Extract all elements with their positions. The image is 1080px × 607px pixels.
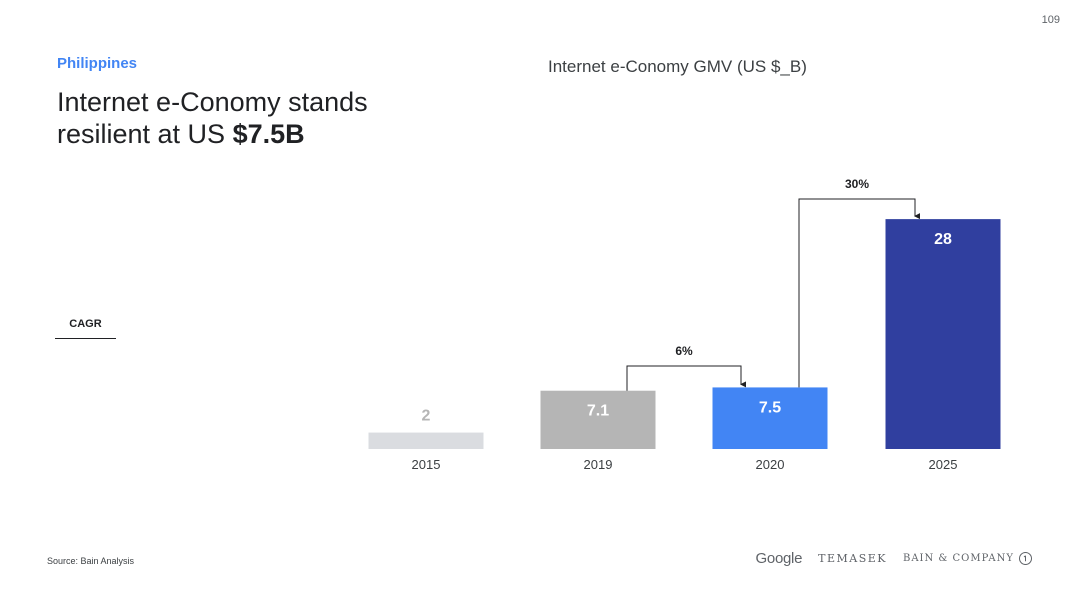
x-tick-2019: 2019 bbox=[584, 457, 613, 472]
cagr-label-2020-2025: 30% bbox=[845, 177, 869, 191]
bain-circle-icon bbox=[1019, 552, 1032, 565]
bar-2025 bbox=[885, 219, 1001, 449]
x-tick-2025: 2025 bbox=[929, 457, 958, 472]
temasek-logo: TEMASEK bbox=[818, 552, 887, 565]
bar-2020 bbox=[712, 387, 828, 449]
page-number: 109 bbox=[1041, 14, 1060, 26]
bain-logo: BAIN & COMPANY bbox=[903, 552, 1032, 565]
cagr-connector-2020-2025 bbox=[798, 198, 920, 388]
value-label-2019: 7.1 bbox=[587, 403, 609, 420]
cagr-label: CAGR bbox=[55, 318, 116, 339]
country-label: Philippines bbox=[57, 55, 138, 72]
value-label-2015: 2 bbox=[422, 408, 431, 425]
value-label-2025: 28 bbox=[934, 231, 952, 248]
headline-emphasis: $7.5B bbox=[232, 119, 305, 149]
google-logo: Google bbox=[755, 550, 803, 567]
bar-2015 bbox=[368, 432, 484, 449]
value-label-2020: 7.5 bbox=[759, 399, 781, 416]
x-tick-2015: 2015 bbox=[412, 457, 441, 472]
bain-logo-text: BAIN & COMPANY bbox=[902, 553, 1014, 564]
headline: Internet e-Conomy stands resilient at US… bbox=[57, 86, 417, 150]
chart-title: Internet e-Conomy GMV (US $_B) bbox=[548, 57, 807, 76]
source-note: Source: Bain Analysis bbox=[47, 556, 135, 566]
cagr-label-2019-2020: 6% bbox=[675, 344, 693, 358]
partner-logos: Google TEMASEK BAIN & COMPANY bbox=[756, 550, 1032, 567]
cagr-connector-2019-2020 bbox=[626, 365, 746, 391]
headline-text: Internet e-Conomy stands resilient at US bbox=[57, 87, 368, 149]
bar-2019 bbox=[540, 390, 656, 449]
x-tick-2020: 2020 bbox=[756, 457, 785, 472]
